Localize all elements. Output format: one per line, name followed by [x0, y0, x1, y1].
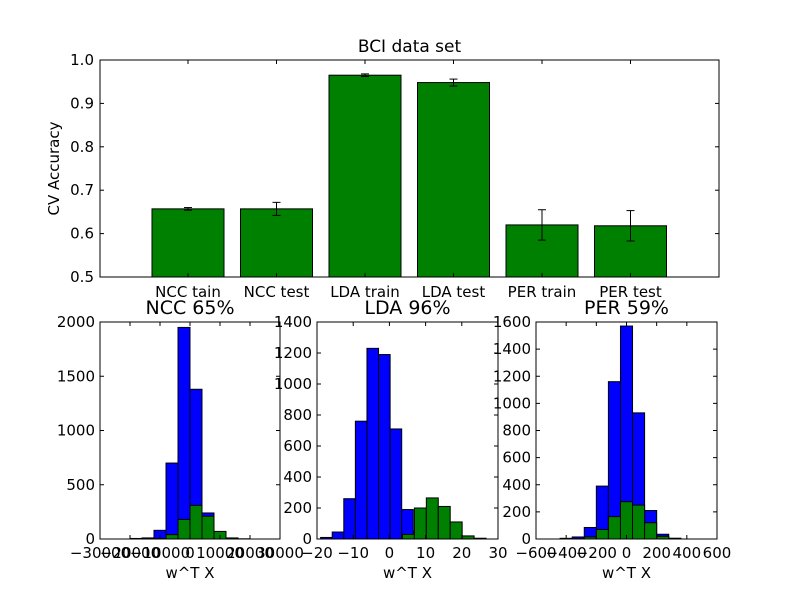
- x-tick-label: LDA train: [330, 283, 400, 301]
- y-tick-label: 500: [66, 476, 95, 494]
- histogram-bar: [354, 420, 368, 540]
- histogram-bar: [201, 515, 215, 540]
- y-tick-label: 400: [283, 468, 312, 486]
- x-tick-label: 10000: [196, 544, 244, 562]
- y-tick-label: 1000: [274, 375, 312, 393]
- y-tick-label: 1.0: [70, 51, 94, 69]
- histogram-bar: [331, 531, 345, 540]
- y-axis-label: CV Accuracy: [45, 121, 63, 215]
- y-tick-label: 800: [283, 406, 312, 424]
- y-tick-label: 1000: [57, 422, 95, 440]
- chart-title: BCI data set: [358, 37, 462, 57]
- x-tick-label: NCC tain: [155, 283, 221, 301]
- histogram-bar: [632, 504, 646, 540]
- histogram-title: LDA 96%: [364, 297, 450, 319]
- axes-frame: [99, 321, 281, 540]
- y-tick-label: 1500: [57, 367, 95, 385]
- per-histogram-axes: −600−400−200 0 200 400 600020040060080010001…: [493, 297, 732, 582]
- x-tick-label: −20: [301, 544, 333, 562]
- histogram-bar: [437, 505, 451, 540]
- x-tick-label: 20: [452, 544, 471, 562]
- x-tick-label: −400: [546, 544, 587, 562]
- histogram-bar: [644, 522, 658, 540]
- x-tick-label: PER test: [599, 283, 662, 301]
- x-tick-label: −600: [515, 544, 556, 562]
- x-tick-label: 0: [185, 544, 195, 562]
- histogram-title: NCC 65%: [145, 297, 234, 319]
- y-tick-label: 400: [502, 476, 531, 494]
- histogram-bar: [189, 504, 203, 540]
- y-tick-label: 2000: [57, 313, 95, 331]
- x-tick-label: 600: [703, 544, 732, 562]
- bar-chart-axes: NCC tain NCC test LDA train LDA test PER tra…: [45, 37, 720, 301]
- histogram-bar: [449, 521, 463, 540]
- bar: [151, 208, 225, 278]
- x-tick-label: 0: [622, 544, 632, 562]
- x-tick-label: 30000: [256, 544, 304, 562]
- lda-histogram-axes: −20 −10 0 10 20 30 0 200 400 600 800 1000 1200 1400 LD…: [274, 297, 508, 582]
- histogram-bar: [401, 533, 415, 540]
- histogram-bar: [366, 347, 380, 540]
- y-tick-label: 1600: [493, 313, 531, 331]
- x-tick-label: 400: [673, 544, 702, 562]
- x-tick-label: 20000: [226, 544, 274, 562]
- y-tick-label: 600: [283, 437, 312, 455]
- histogram-bar: [177, 326, 191, 540]
- y-tick-label: 800: [502, 422, 531, 440]
- y-tick-label: 0: [85, 530, 95, 548]
- histogram-bar: [607, 381, 621, 540]
- histogram-title: PER 59%: [584, 297, 669, 319]
- x-axis-label: w^T X: [383, 564, 432, 582]
- bar: [594, 225, 667, 278]
- y-tick-label: 1200: [274, 344, 312, 362]
- x-tick-label: −10000: [130, 544, 190, 562]
- x-tick-label: PER train: [508, 283, 577, 301]
- x-tick-label: LDA test: [422, 283, 486, 301]
- y-tick-label: 600: [502, 449, 531, 467]
- y-tick-label: 0.5: [70, 268, 94, 286]
- y-tick-label: 0.9: [70, 94, 94, 112]
- y-tick-label: 0.8: [70, 138, 94, 156]
- x-tick-label: −20000: [100, 544, 160, 562]
- histogram-bar: [619, 501, 634, 540]
- y-tick-label: 1400: [274, 313, 312, 331]
- histogram-bar: [165, 534, 179, 540]
- x-tick-label: −200: [576, 544, 617, 562]
- y-tick-label: 1000: [493, 394, 531, 412]
- y-tick-label: 1200: [493, 367, 531, 385]
- histogram-bar: [165, 462, 179, 540]
- y-tick-label: 200: [502, 503, 531, 521]
- x-axis-label: w^T X: [602, 564, 651, 582]
- y-tick-label: 1400: [493, 340, 531, 358]
- histogram-bar: [607, 516, 621, 540]
- x-tick-label: 30: [488, 544, 507, 562]
- y-tick-label: 0.6: [70, 225, 94, 243]
- histogram-bar: [425, 497, 439, 540]
- histogram-bar: [177, 518, 191, 540]
- histogram-bar: [389, 428, 403, 540]
- axes-frame: [316, 321, 499, 540]
- histogram-bar: [378, 354, 391, 540]
- x-tick-label: 0: [385, 544, 395, 562]
- histogram-bar: [595, 529, 609, 540]
- axes-frame: [535, 321, 718, 540]
- x-tick-label: −10: [337, 544, 369, 562]
- y-tick-label: 200: [283, 499, 312, 517]
- histogram-bar: [413, 507, 427, 540]
- axes-frame: [99, 59, 720, 278]
- bar: [240, 208, 313, 278]
- y-tick-label: 0: [521, 530, 531, 548]
- x-tick-label: 200: [642, 544, 671, 562]
- bar: [328, 74, 402, 278]
- x-tick-label: NCC test: [244, 283, 310, 301]
- y-tick-label: 0: [302, 530, 312, 548]
- y-tick-label: 0.7: [70, 181, 94, 199]
- bar: [417, 82, 490, 278]
- histogram-bar: [343, 498, 356, 540]
- x-axis-label: w^T X: [165, 564, 214, 582]
- x-tick-label: −30000: [70, 544, 130, 562]
- x-tick-label: 10: [416, 544, 435, 562]
